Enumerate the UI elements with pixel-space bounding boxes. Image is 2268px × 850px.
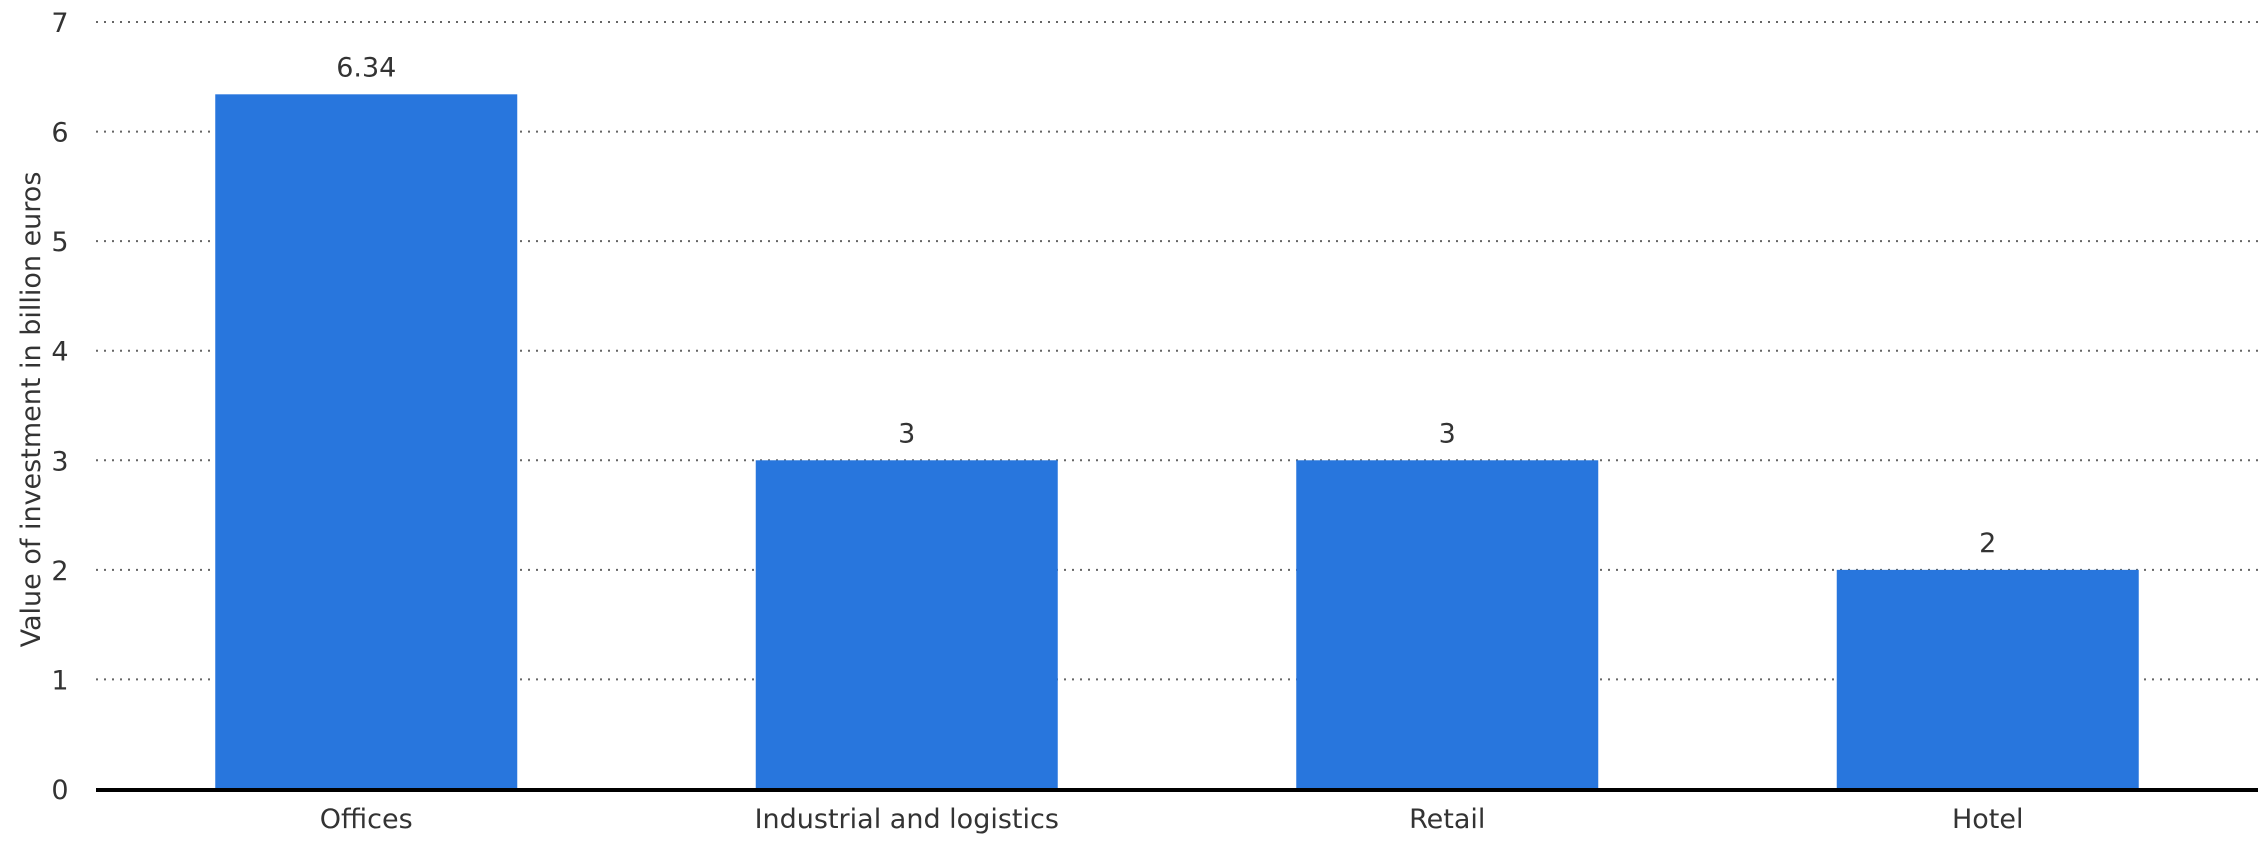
x-tick-label: Retail — [1409, 804, 1485, 835]
y-tick-label-3: 3 — [51, 446, 68, 477]
y-tick-label-7: 7 — [51, 8, 68, 39]
bar-retail — [1296, 460, 1599, 789]
x-tick-label: Hotel — [1952, 804, 2024, 835]
bars — [215, 94, 2139, 790]
bar-value-label: 3 — [898, 418, 915, 449]
bar-value-label: 3 — [1439, 418, 1456, 449]
x-tick-label: Industrial and logistics — [755, 804, 1059, 835]
y-tick-label-1: 1 — [51, 665, 68, 696]
y-axis-title: Value of investment in billion euros — [16, 172, 47, 648]
y-tick-label-2: 2 — [51, 556, 68, 587]
y-tick-label-0: 0 — [51, 775, 68, 806]
bar-value-label: 6.34 — [336, 52, 396, 83]
bar-offices — [215, 94, 518, 790]
y-tick-label-6: 6 — [51, 118, 68, 149]
x-tick-label: Offices — [320, 804, 413, 835]
labels: 0 1 2 3 4 5 6 7 6.34 Offices 3 Industrial and logis… — [51, 8, 2023, 835]
bar-value-label: 2 — [1979, 528, 1996, 559]
bar-industrial-and-logistics — [755, 460, 1058, 789]
y-tick-label-5: 5 — [51, 227, 68, 258]
y-tick-label-4: 4 — [51, 337, 68, 368]
bar-hotel — [1836, 569, 2139, 789]
